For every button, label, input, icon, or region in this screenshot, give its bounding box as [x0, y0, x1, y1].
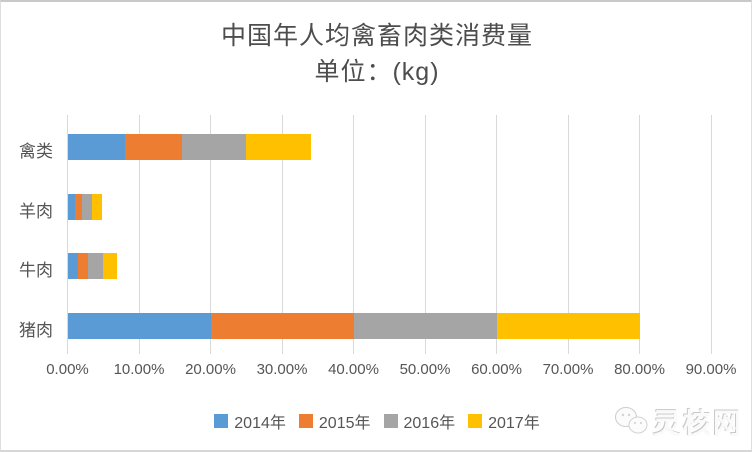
category-label: 羊肉 [19, 201, 53, 221]
x-tick-label: 10.00% [113, 361, 165, 378]
bar-segment-2015年-禽类 [124, 133, 182, 160]
plot-area: 禽类 羊肉 牛肉 猪肉 [1, 115, 751, 354]
x-axis: 0.00% 10.00% 20.00% 30.00% 40.00% 50.00% 60.00… [1, 361, 751, 383]
category-label: 猪肉 [19, 321, 53, 341]
chart-subtitle: 单位：(kg) [314, 58, 440, 86]
watermark: 灵核网 [614, 402, 743, 442]
legend-swatch [214, 414, 229, 428]
bar-segment-2017年-禽类 [246, 133, 311, 160]
legend-item-2015年: 2015年 [298, 409, 371, 433]
legend: 2014年 2015年 2016年 2017年 [1, 409, 751, 433]
gridline [210, 115, 211, 354]
gridline [639, 115, 640, 354]
x-tick-label: 70.00% [542, 361, 594, 378]
bar-segment-2014年-禽类 [67, 133, 125, 160]
bar-segment-2014年-羊肉 [67, 193, 75, 220]
x-tick-label: 40.00% [328, 361, 379, 378]
gridline [281, 115, 283, 354]
gridline [496, 115, 497, 354]
watermark-text: 灵核网 [652, 408, 743, 439]
bar-segment-2016年-牛肉 [88, 253, 103, 280]
bar-segment-2014年-牛肉 [67, 253, 78, 280]
gridline [710, 115, 712, 354]
chat-bubbles-icon [614, 407, 648, 434]
legend-item-2014年: 2014年 [214, 409, 286, 433]
gridline [424, 115, 426, 354]
chart-title: 中国年人均禽畜肉类消费量 [220, 22, 533, 50]
bar-segment-2016年-禽类 [181, 133, 247, 160]
bar-segment-2016年-猪肉 [353, 313, 497, 340]
bar-segment-2016年-羊肉 [81, 193, 92, 220]
x-tick-label: 60.00% [471, 361, 522, 378]
gridline [353, 115, 354, 354]
gridline [567, 115, 569, 354]
chart-title-block: 中国年人均禽畜肉类消费量 单位：(kg) [1, 18, 751, 90]
x-tick-label: 0.00% [46, 361, 89, 378]
x-tick-label: 50.00% [399, 361, 451, 378]
legend-swatch [468, 414, 483, 428]
bar-segment-2017年-牛肉 [102, 253, 117, 280]
legend-label: 2016年 [403, 415, 456, 432]
x-tick-label: 20.00% [185, 361, 236, 378]
gridline [138, 115, 140, 354]
legend-item-2017年: 2017年 [468, 409, 540, 433]
legend-label: 2014年 [234, 415, 286, 432]
legend-label: 2017年 [488, 415, 540, 432]
category-label: 牛肉 [19, 261, 53, 281]
bar-segment-2015年-牛肉 [77, 253, 89, 280]
bar-segment-2017年-猪肉 [496, 313, 640, 340]
legend-label: 2015年 [318, 415, 371, 432]
legend-item-2016年: 2016年 [383, 409, 456, 433]
x-tick-label: 30.00% [256, 361, 308, 378]
category-label: 禽类 [19, 141, 53, 161]
x-tick-label: 90.00% [685, 361, 737, 378]
bar-segment-2015年-羊肉 [74, 193, 82, 220]
bar-segment-2015年-猪肉 [210, 313, 354, 340]
gridline [67, 115, 68, 354]
legend-swatch [298, 414, 313, 428]
bar-segment-2017年-羊肉 [91, 193, 102, 220]
bar-segment-2014年-猪肉 [67, 313, 211, 340]
legend-swatch [383, 414, 398, 428]
x-tick-label: 80.00% [614, 361, 665, 378]
